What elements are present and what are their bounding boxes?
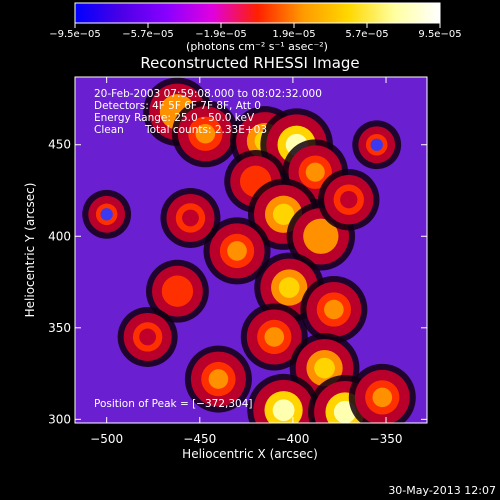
hot-spot-core <box>370 138 383 151</box>
hot-spot-core <box>182 209 199 227</box>
x-tick-label: −400 <box>276 432 309 446</box>
hot-spot-core <box>208 369 229 389</box>
annotation-detectors: Detectors: 4F 5F 6F 7F 8F, Att 0 <box>94 100 261 112</box>
y-tick-label: 400 <box>48 229 71 243</box>
plot-frame <box>74 76 428 424</box>
colorbar-ticks: −9.5e−05 −5.7e−05 −1.9e−05 1.9e−05 5.7e−05 9.… <box>49 23 462 40</box>
x-tick-label: −350 <box>370 432 403 446</box>
annotation-method: Clean <box>94 124 124 136</box>
hot-spot-core <box>195 123 216 144</box>
hot-spot-core <box>310 226 331 247</box>
colorbar-tick-label: −1.9e−05 <box>195 29 247 40</box>
footer-date: 30-May-2013 12:07 <box>388 484 496 497</box>
colorbar-tick-label: −5.7e−05 <box>122 29 174 40</box>
colorbar-units: (photons cm⁻² s⁻¹ asec⁻²) <box>186 40 328 53</box>
hot-spot-core <box>227 241 247 261</box>
annotation-time-range: 20-Feb-2003 07:59:08.000 to 08:02:32.000 <box>94 88 322 100</box>
colorbar-tick-label: 1.9e−05 <box>272 29 315 40</box>
hot-spot-core <box>264 327 285 347</box>
hot-spot-core <box>139 328 157 346</box>
colorbar <box>74 2 441 24</box>
x-tick-label: −450 <box>183 432 216 446</box>
colorbar-tick-label: −9.5e−05 <box>49 29 101 40</box>
hot-spot-core <box>324 299 344 320</box>
hot-spot-core <box>272 203 295 225</box>
hot-spot-core <box>272 399 295 422</box>
colorbar-tick-label: 9.5e−05 <box>418 29 461 40</box>
y-tick-label: 350 <box>48 321 71 335</box>
hot-spot-core <box>314 357 335 379</box>
hot-spot-core <box>372 387 393 408</box>
hot-spot-core <box>340 190 358 209</box>
chart-title: Reconstructed RHESSI Image <box>140 54 359 72</box>
y-tick-label: 450 <box>48 138 71 152</box>
x-axis-label: Heliocentric X (arcsec) <box>182 447 318 461</box>
hot-spot-core <box>278 277 300 298</box>
annotation-total-counts: Total counts: 2.33E+03 <box>144 124 267 136</box>
axis-ticks: −500 −450 −400 −350 300 350 400 450 <box>48 77 427 446</box>
hot-spot-core <box>305 162 325 182</box>
hot-spot-core <box>246 172 265 191</box>
y-tick-label: 300 <box>48 412 71 426</box>
x-tick-label: −500 <box>90 432 123 446</box>
y-axis-label: Heliocentric Y (arcsec) <box>23 183 37 318</box>
heatmap-hot-spots <box>82 77 416 423</box>
hot-spot-core <box>100 208 113 221</box>
colorbar-tick-label: 5.7e−05 <box>345 29 388 40</box>
annotation-energy-range: Energy Range: 25.0 - 50.0 keV <box>94 112 255 124</box>
plot-area <box>75 77 427 423</box>
hot-spot-core <box>168 282 187 301</box>
annotation-peak-position: Position of Peak = [−372,304] <box>94 398 253 410</box>
